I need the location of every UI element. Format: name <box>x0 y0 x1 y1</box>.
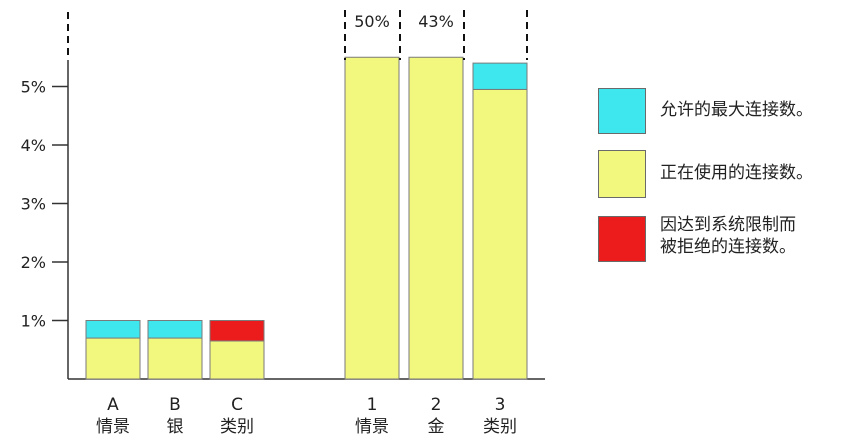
x-tick-label: C <box>231 395 243 415</box>
bar-segment-in_use <box>408 56 464 380</box>
legend-swatch-rejected <box>598 216 646 262</box>
x-tick-label-sub: 情景 <box>96 417 130 437</box>
x-tick-label: B <box>169 395 181 415</box>
bar-segment-in_use <box>147 337 203 380</box>
x-tick-label: 2 <box>431 395 442 415</box>
legend-label-in-use: 正在使用的连接数。 <box>660 163 813 183</box>
x-tick-label-sub: 类别 <box>483 417 517 437</box>
y-tick-label: 4% <box>21 136 46 155</box>
x-tick-label: 3 <box>495 395 506 415</box>
bar-segment-max <box>147 320 203 339</box>
y-tick-label: 3% <box>21 195 46 214</box>
legend-swatch-max <box>598 88 646 134</box>
x-tick-label-sub: 类别 <box>220 417 254 437</box>
bar-segment-max <box>472 62 528 90</box>
bar-segment-in_use <box>209 340 265 380</box>
x-tick-label-sub: 情景 <box>355 417 389 437</box>
x-tick-label-sub: 银 <box>167 417 184 437</box>
x-tick-label: A <box>107 395 119 415</box>
y-tick-label: 5% <box>21 78 46 97</box>
legend-label-rejected: 因达到系统限制而 被拒绝的连接数。 <box>660 215 796 257</box>
bar-segment-rejected <box>209 320 265 342</box>
x-tick-label: 1 <box>367 395 378 415</box>
bar-value-label: 43% <box>418 12 454 31</box>
legend-label-max: 允许的最大连接数。 <box>660 100 813 120</box>
y-tick-label: 2% <box>21 253 46 272</box>
x-tick-label-sub: 金 <box>428 417 445 437</box>
bar-segment-in_use <box>344 56 400 380</box>
legend-swatch-in-use <box>598 150 646 198</box>
bar-value-label: 50% <box>354 12 390 31</box>
bar-segment-max <box>85 320 141 339</box>
bar-segment-in_use <box>85 337 141 380</box>
bar-segment-in_use <box>472 88 528 380</box>
y-tick-label: 1% <box>21 312 46 331</box>
